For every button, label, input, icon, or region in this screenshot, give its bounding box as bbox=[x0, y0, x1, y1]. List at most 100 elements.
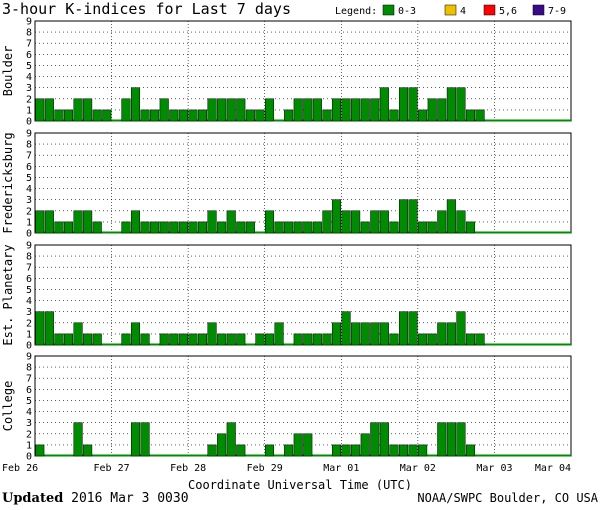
y-tick-label: 8 bbox=[26, 252, 32, 263]
k-index-bar bbox=[360, 221, 370, 234]
k-index-bar bbox=[226, 210, 236, 234]
k-index-bar bbox=[446, 322, 456, 346]
k-index-bar bbox=[456, 311, 466, 346]
panel-frame bbox=[34, 132, 572, 234]
x-tick-label: Mar 03 bbox=[476, 463, 512, 474]
k-index-bar bbox=[312, 98, 322, 122]
k-index-bar bbox=[63, 109, 74, 122]
y-tick-label: 1 bbox=[26, 217, 32, 228]
k-index-bar bbox=[475, 333, 485, 346]
k-index-bar bbox=[226, 422, 236, 457]
k-index-bar bbox=[341, 444, 351, 457]
k-index-bar bbox=[121, 221, 131, 234]
k-index-bar bbox=[465, 333, 476, 346]
k-index-bar bbox=[389, 333, 399, 346]
y-tick-label: 0 bbox=[26, 341, 32, 352]
k-index-bar bbox=[293, 333, 303, 346]
k-index-bar bbox=[178, 333, 188, 346]
legend-entry-3: 7-9 bbox=[548, 6, 566, 17]
k-index-bar bbox=[255, 333, 265, 346]
y-tick-label: 0 bbox=[26, 452, 32, 463]
updated-label: Updated bbox=[2, 491, 64, 506]
k-index-bar bbox=[408, 87, 418, 122]
k-index-bar bbox=[35, 98, 45, 122]
k-index-bar bbox=[121, 333, 131, 346]
y-tick-label: 4 bbox=[26, 72, 32, 83]
k-index-bar bbox=[437, 210, 447, 234]
k-index-bar bbox=[207, 322, 217, 346]
k-index-bar bbox=[293, 433, 303, 457]
legend-label: Legend: bbox=[335, 6, 377, 17]
x-tick-label: Feb 28 bbox=[170, 463, 206, 474]
legend-entry-2: 5,6 bbox=[499, 6, 517, 17]
y-tick-label: 1 bbox=[26, 105, 32, 116]
k-index-bar bbox=[217, 98, 227, 122]
k-index-bar bbox=[140, 109, 150, 122]
k-index-bar bbox=[370, 98, 380, 122]
k-index-bar bbox=[427, 221, 437, 234]
k-index-bar bbox=[418, 109, 428, 122]
k-index-bar bbox=[331, 98, 342, 122]
y-tick-label: 8 bbox=[26, 28, 32, 39]
k-index-bar bbox=[73, 98, 83, 122]
k-index-bar bbox=[102, 109, 112, 122]
k-index-bar bbox=[398, 87, 409, 122]
k-index-bar bbox=[408, 199, 418, 234]
k-index-bar bbox=[370, 422, 380, 457]
k-index-bar bbox=[245, 221, 255, 234]
k-index-bar bbox=[197, 221, 208, 234]
k-index-bar bbox=[73, 210, 83, 234]
k-index-bar bbox=[456, 210, 466, 234]
k-index-bar bbox=[427, 333, 437, 346]
k-index-bar bbox=[197, 109, 208, 122]
k-index-bar bbox=[159, 333, 169, 346]
k-index-bar bbox=[274, 322, 284, 346]
k-index-bar bbox=[303, 433, 313, 457]
k-index-bar bbox=[44, 210, 54, 234]
k-index-bar bbox=[44, 311, 54, 346]
k-index-bar bbox=[360, 322, 370, 346]
k-index-chart: 3-hour K-indices for Last 7 days Legend:… bbox=[1, 0, 572, 490]
legend-swatch-2 bbox=[483, 4, 496, 16]
y-tick-label: 3 bbox=[26, 83, 32, 94]
x-tick-label: Feb 29 bbox=[247, 463, 283, 474]
x-axis-label: Coordinate Universal Time (UTC) bbox=[188, 478, 412, 490]
k-index-bar bbox=[130, 210, 141, 234]
footer-updated: Updated 2016 Mar 3 0030 bbox=[2, 491, 189, 506]
panel-frame bbox=[34, 20, 572, 122]
k-index-bar bbox=[207, 98, 217, 122]
y-tick-label: 9 bbox=[26, 129, 32, 140]
k-index-bar bbox=[341, 98, 351, 122]
y-tick-label: 3 bbox=[26, 418, 32, 429]
y-tick-label: 5 bbox=[26, 285, 32, 296]
k-index-bar bbox=[169, 333, 179, 346]
k-index-bar bbox=[54, 333, 64, 346]
k-index-bar bbox=[351, 210, 361, 234]
k-index-bar bbox=[456, 87, 466, 122]
y-tick-label: 5 bbox=[26, 173, 32, 184]
y-tick-label: 3 bbox=[26, 307, 32, 318]
y-tick-label: 9 bbox=[26, 17, 32, 28]
k-index-bar bbox=[245, 109, 255, 122]
k-index-bar bbox=[398, 311, 409, 346]
k-index-bar bbox=[465, 221, 476, 234]
k-index-bar bbox=[92, 109, 102, 122]
k-index-bar bbox=[236, 444, 246, 457]
k-index-bar bbox=[73, 422, 83, 457]
k-index-bar bbox=[236, 98, 246, 122]
k-index-bar bbox=[465, 109, 476, 122]
y-tick-label: 6 bbox=[26, 274, 32, 285]
y-tick-label: 7 bbox=[26, 151, 32, 162]
k-index-bar bbox=[312, 221, 322, 234]
k-index-bar bbox=[379, 210, 389, 234]
k-index-bar bbox=[121, 98, 131, 122]
k-index-bar bbox=[370, 210, 380, 234]
k-index-bar bbox=[398, 444, 409, 457]
k-index-bar bbox=[303, 333, 313, 346]
k-index-bar bbox=[389, 109, 399, 122]
k-index-bar bbox=[35, 444, 45, 457]
k-index-bar bbox=[351, 444, 361, 457]
y-tick-label: 4 bbox=[26, 184, 32, 195]
